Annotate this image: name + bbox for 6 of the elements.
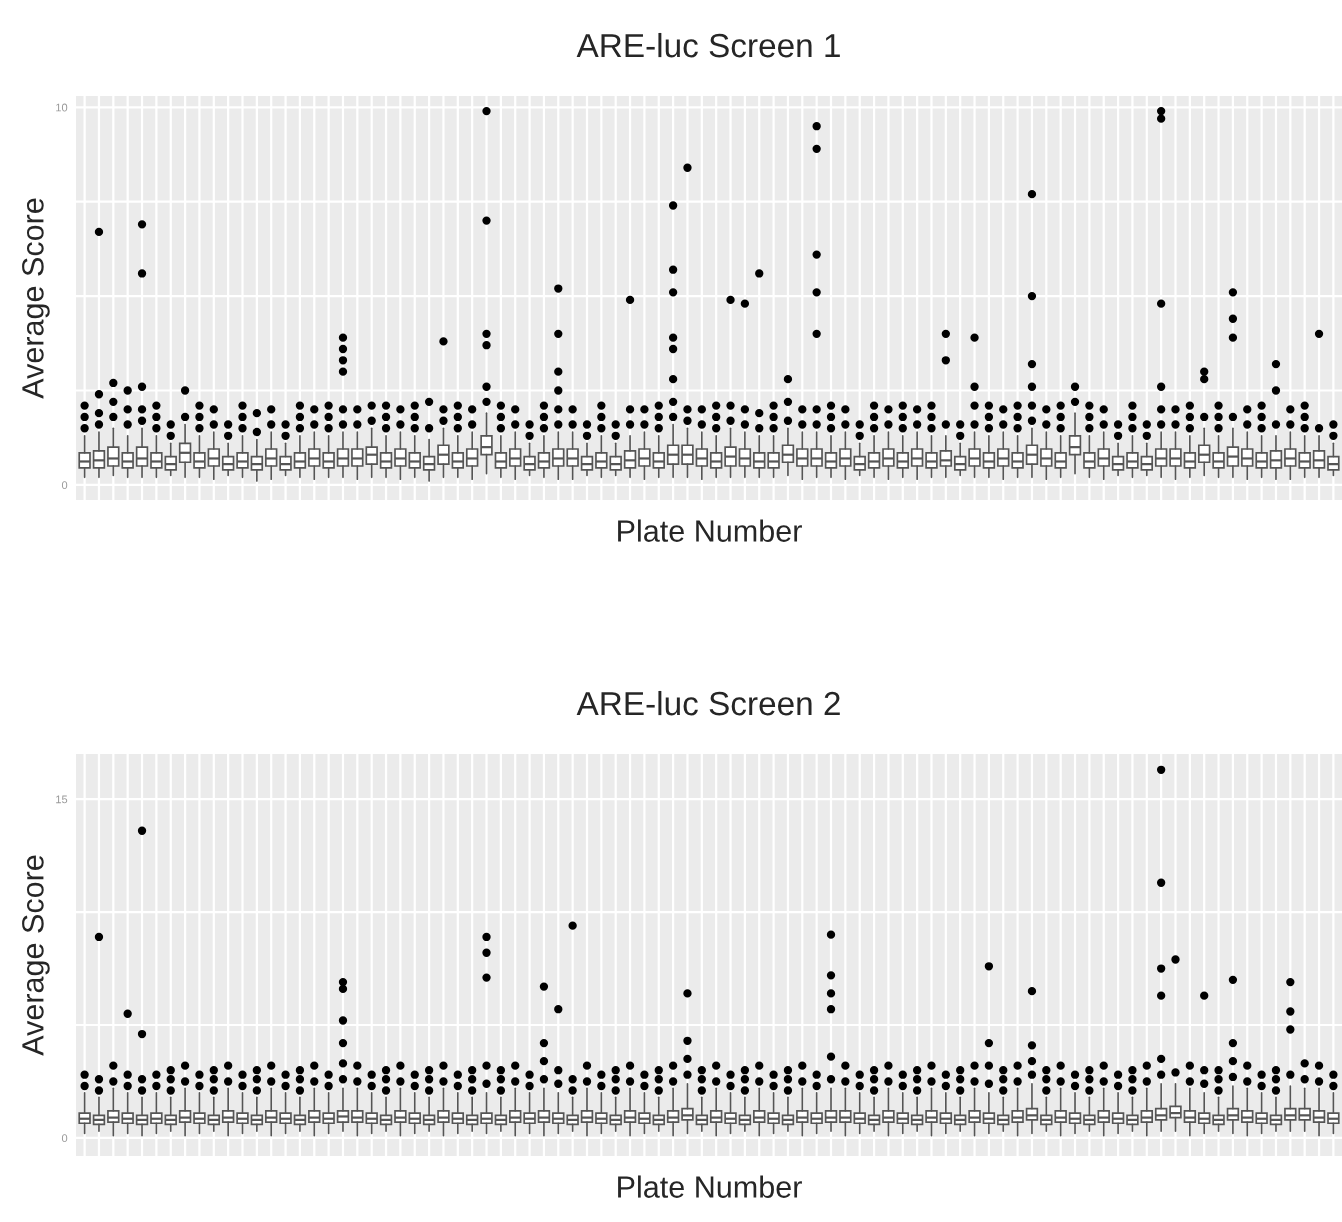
y-axis-title: Average Score	[22, 198, 50, 399]
chart-title: ARE-luc Screen 1	[576, 32, 840, 58]
y-axis-title: Average Score	[22, 855, 50, 1056]
chart-title: ARE-luc Screen 2	[576, 690, 840, 716]
x-axis-title: Plate Number	[618, 519, 802, 542]
x-axis-title: Plate Number	[618, 1175, 802, 1198]
